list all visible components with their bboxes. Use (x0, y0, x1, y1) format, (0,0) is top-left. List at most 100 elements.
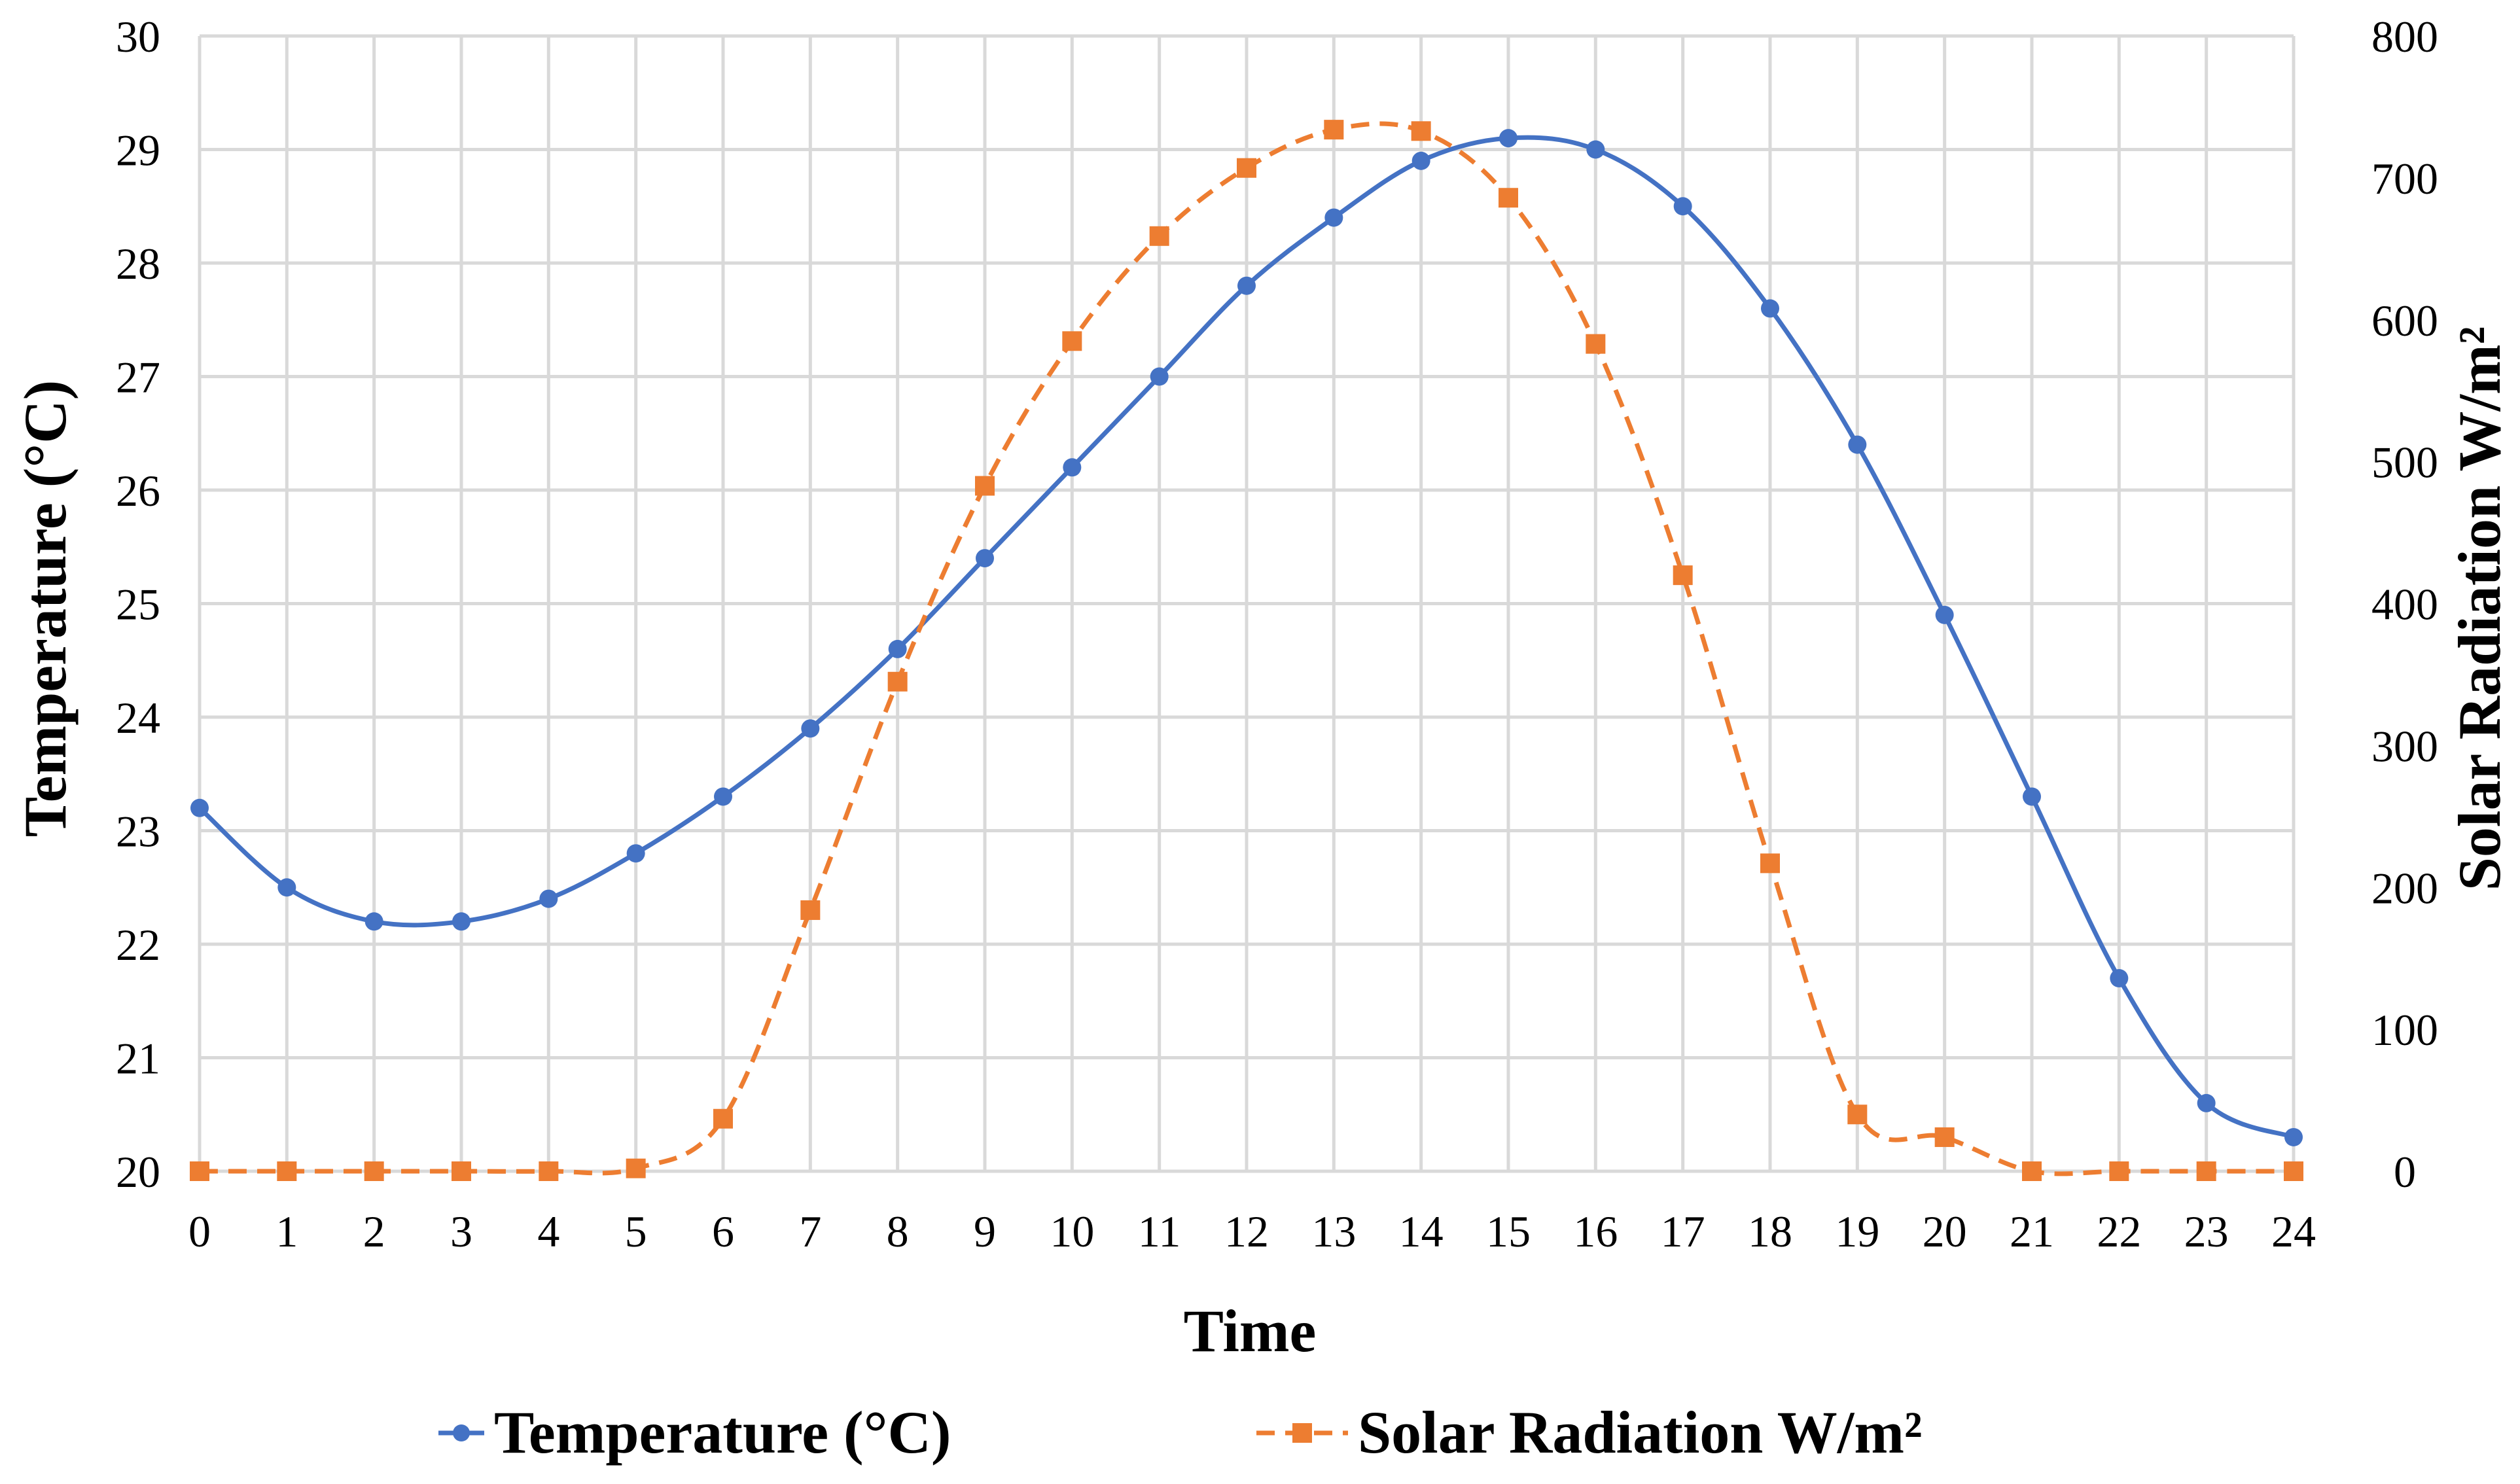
solar-radiation-data-point (887, 671, 908, 692)
x-axis-title: Time (1184, 1298, 1317, 1364)
temperature-data-point (714, 787, 732, 806)
y-tick-label: 27 (116, 353, 160, 402)
solar-radiation-data-point (1411, 121, 1431, 141)
y-tick-label: 22 (116, 920, 160, 970)
y-tick-label: 20 (116, 1147, 160, 1197)
solar-radiation-data-point (539, 1161, 559, 1181)
solar-radiation-data-point (1062, 331, 1082, 351)
temperature-data-point (801, 719, 820, 738)
axis-ticks: 0 1 2 3 4 5 6 7 8 9 10 11 12 13 14 15 16 17 18 19 20 21 22 23 24… (116, 12, 2438, 1256)
temperature-data-point (1935, 605, 1954, 624)
x-tick-label: 19 (1835, 1207, 1879, 1256)
temperature-data-point (1848, 435, 1867, 454)
temperature-data-point (2023, 787, 2041, 806)
x-tick-label: 9 (974, 1207, 996, 1256)
solar-radiation-data-point (2196, 1161, 2216, 1181)
temperature-data-point (1324, 208, 1343, 227)
x-tick-label: 6 (712, 1207, 734, 1256)
solar-radiation-data-point (1237, 158, 1256, 178)
legend: Temperature (°C) Solar Radiation W/m² (438, 1399, 1923, 1466)
solar-radiation-data-point (1673, 565, 1693, 586)
y2-tick-label: 700 (2371, 154, 2438, 203)
y-axis-title: Temperature (°C) (12, 380, 79, 838)
y2-axis-title: Solar Radiation W/m² (2446, 327, 2513, 891)
legend-temperature-label: Temperature (°C) (494, 1399, 951, 1466)
solar-radiation-data-point (1149, 226, 1169, 246)
x-tick-label: 3 (450, 1207, 472, 1256)
y2-tick-label: 500 (2371, 438, 2438, 487)
y2-tick-label: 600 (2371, 296, 2438, 345)
y2-tick-label: 800 (2371, 12, 2438, 62)
solar-radiation-data-point (2284, 1161, 2303, 1181)
y-tick-label: 21 (116, 1034, 160, 1084)
x-tick-label: 22 (2097, 1207, 2141, 1256)
temperature-data-point (1237, 276, 1256, 295)
temperature-data-point (190, 798, 209, 817)
solar-radiation-data-point (1499, 188, 1518, 208)
temperature-data-point (2284, 1127, 2303, 1146)
temperature-data-point (1499, 129, 1517, 148)
temperature-data-point (1673, 197, 1692, 216)
solar-radiation-data-point (1324, 120, 1344, 140)
solar-radiation-data-point (800, 900, 821, 920)
x-tick-label: 0 (188, 1207, 211, 1256)
x-tick-label: 15 (1486, 1207, 1531, 1256)
x-tick-label: 20 (1923, 1207, 1967, 1256)
x-tick-label: 11 (1138, 1207, 1180, 1256)
solar-radiation-data-point (1847, 1104, 1868, 1125)
temperature-data-point (976, 549, 994, 568)
x-tick-label: 21 (2010, 1207, 2054, 1256)
solar-radiation-data-point (452, 1161, 471, 1181)
x-tick-label: 23 (2184, 1207, 2229, 1256)
x-tick-label: 17 (1661, 1207, 1705, 1256)
solar-radiation-series-line (200, 121, 2294, 1176)
x-tick-label: 13 (1311, 1207, 1356, 1256)
y2-tick-label: 300 (2371, 721, 2438, 771)
legend-item-solar-radiation: Solar Radiation W/m² (1256, 1399, 1923, 1466)
y2-tick-label: 200 (2371, 863, 2438, 913)
solar-radiation-data-point (2109, 1161, 2129, 1181)
solar-radiation-data-point (1586, 334, 1606, 354)
x-tick-label: 24 (2271, 1207, 2316, 1256)
temperature-data-point (364, 912, 383, 931)
y-tick-label: 25 (116, 580, 160, 629)
temperature-data-point (888, 639, 907, 658)
y-tick-label: 23 (116, 807, 160, 857)
x-tick-label: 16 (1573, 1207, 1618, 1256)
temperature-series-line (198, 135, 2295, 1140)
x-tick-label: 12 (1224, 1207, 1269, 1256)
solar-radiation-data-point (1760, 853, 1780, 874)
temperature-data-point (626, 844, 645, 863)
x-tick-label: 14 (1399, 1207, 1444, 1256)
y-tick-label: 30 (116, 12, 160, 62)
y-tick-label: 28 (116, 239, 160, 289)
temperature-data-point (1150, 367, 1169, 386)
y2-tick-label: 400 (2371, 580, 2438, 629)
legend-solar-marker (1292, 1423, 1312, 1443)
solar-radiation-data-point (2022, 1161, 2042, 1181)
y-tick-label: 29 (116, 126, 160, 175)
y2-tick-label: 100 (2371, 1005, 2438, 1055)
solar-radiation-data-point (975, 476, 995, 496)
solar-radiation-data-point (277, 1161, 297, 1181)
temperature-data-point (1411, 151, 1430, 170)
solar-radiation-data-point (713, 1108, 733, 1129)
solar-radiation-data-point (190, 1161, 209, 1181)
temperature-data-point (1586, 140, 1605, 159)
temperature-data-point (1761, 299, 1779, 318)
x-tick-label: 18 (1748, 1207, 1792, 1256)
solar-radiation-data-point (626, 1158, 646, 1178)
x-tick-label: 4 (537, 1207, 559, 1256)
legend-temperature-marker (453, 1424, 470, 1441)
y-tick-label: 26 (116, 466, 160, 516)
x-tick-label: 10 (1050, 1207, 1094, 1256)
solar-radiation-data-point (364, 1161, 384, 1181)
gridlines (198, 34, 2296, 1173)
temperature-data-point (2197, 1093, 2216, 1112)
temperature-data-point (539, 889, 558, 908)
y-tick-label: 24 (116, 693, 160, 743)
temperature-data-point (2110, 969, 2129, 988)
x-tick-label: 5 (625, 1207, 647, 1256)
temperature-data-point (277, 878, 296, 897)
